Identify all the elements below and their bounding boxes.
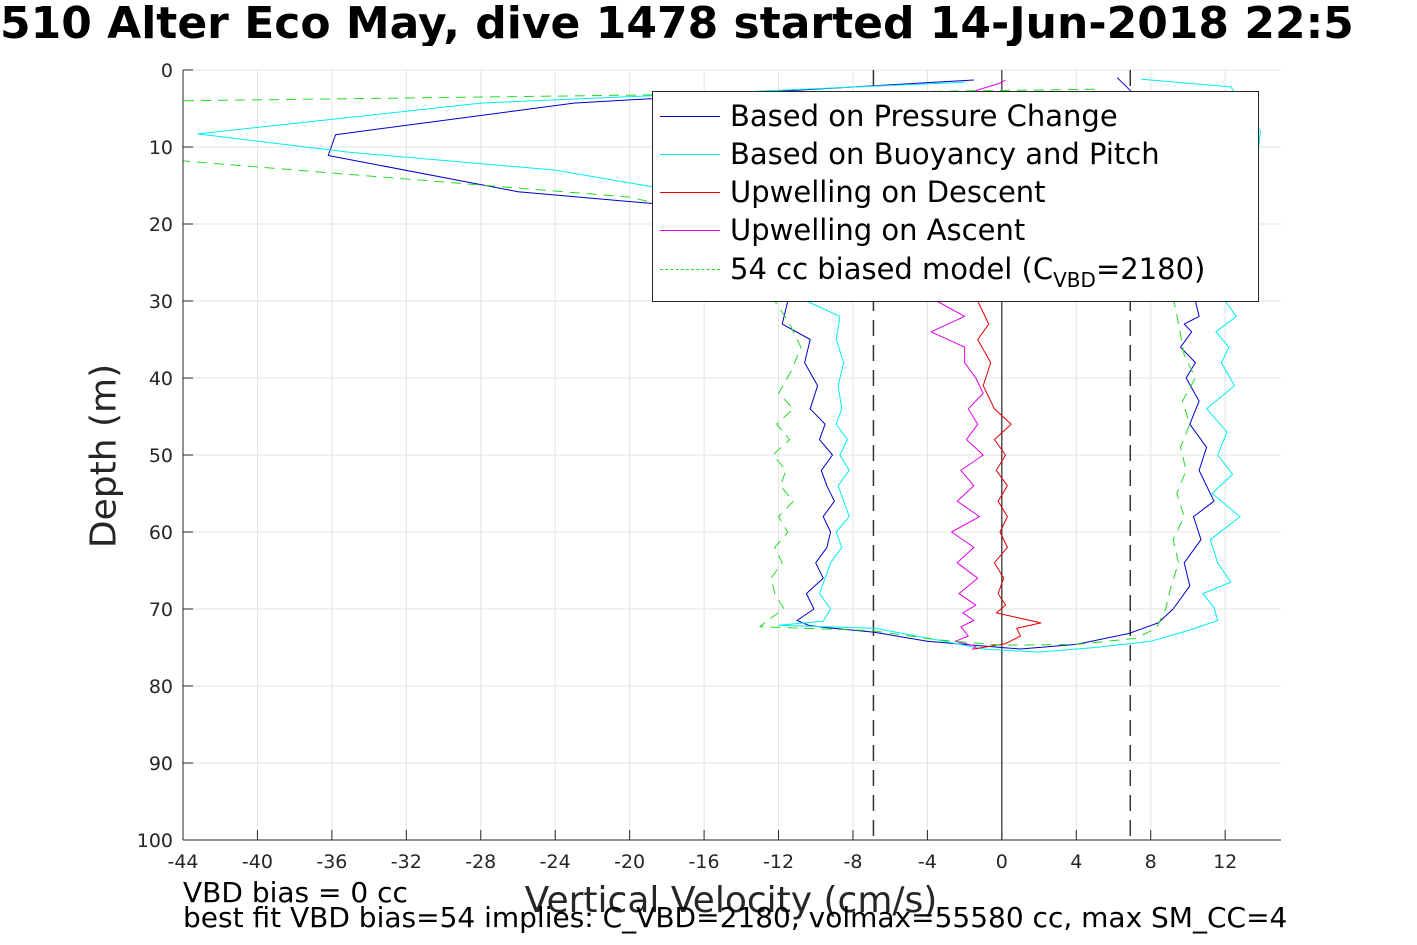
y-tick-label: 10 [149, 137, 173, 159]
series-line-descent [973, 300, 1042, 650]
y-tick-label: 100 [137, 830, 173, 852]
legend-label-descent: Upwelling on Descent [730, 175, 1046, 209]
x-tick-label: -16 [689, 851, 720, 873]
x-tick-label: -44 [167, 851, 198, 873]
y-tick-label: 70 [149, 599, 173, 621]
series-line-ascent [930, 79, 1006, 651]
x-tick-label: 8 [1145, 851, 1157, 873]
legend-model-prefix: 54 cc biased model (C [730, 252, 1054, 286]
x-axis-label: Vertical Velocity (cm/s) [524, 880, 938, 921]
best-fit-note: best fit VBD bias=54 implies: C_VBD=2180… [183, 901, 1288, 934]
legend-label-model: 54 cc biased model (CVBD=2180) [730, 252, 1206, 292]
legend-entry-pressure: Based on Pressure Change [653, 98, 1258, 136]
y-tick-label: 50 [149, 445, 173, 467]
x-tick-label: -36 [316, 851, 347, 873]
legend-swatch-model [660, 269, 720, 270]
x-tick-label: 0 [996, 851, 1008, 873]
y-tick-label: 80 [149, 676, 173, 698]
legend-label-pressure: Based on Pressure Change [730, 99, 1118, 133]
y-tick-label: 40 [149, 368, 173, 390]
legend-model-subscript: VBD [1053, 268, 1096, 292]
x-tick-label: -8 [843, 851, 862, 873]
legend-entry-model: 54 cc biased model (CVBD=2180) [653, 251, 1258, 292]
legend-label-ascent: Upwelling on Ascent [730, 213, 1026, 247]
y-axis-label: Depth (m) [83, 363, 125, 549]
y-tick-label: 90 [149, 753, 173, 775]
legend-entry-descent: Upwelling on Descent [653, 174, 1258, 212]
x-tick-label: 12 [1213, 851, 1237, 873]
x-tick-label: -4 [918, 851, 937, 873]
y-tick-label: 60 [149, 522, 173, 544]
legend: Based on Pressure Change Based on Buoyan… [652, 91, 1259, 302]
data-series [182, 77, 1261, 653]
axes-box [182, 69, 1281, 841]
x-tick-label: -28 [465, 851, 496, 873]
legend-model-suffix: =2180) [1095, 252, 1206, 286]
legend-entry-buoyancy: Based on Buoyancy and Pitch [653, 136, 1258, 174]
vbd-bias-note: VBD bias = 0 cc [183, 876, 408, 909]
legend-swatch-descent [660, 192, 720, 193]
y-tick-label: 20 [149, 214, 173, 236]
y-tick-label: 0 [161, 60, 173, 82]
x-tick-label: -20 [614, 851, 645, 873]
series-line-model [182, 88, 1196, 646]
x-tick-label: -24 [540, 851, 571, 873]
legend-label-buoyancy: Based on Buoyancy and Pitch [730, 137, 1160, 171]
legend-swatch-ascent [660, 230, 720, 231]
legend-swatch-pressure [660, 116, 720, 117]
x-tick-label: -40 [242, 851, 273, 873]
x-tick-label: 4 [1070, 851, 1082, 873]
series-line-buoyancy [197, 78, 1261, 653]
x-tick-label: -32 [391, 851, 422, 873]
chart-title: 510 Alter Eco May, dive 1478 started 14-… [0, 2, 1354, 46]
legend-swatch-buoyancy [660, 154, 720, 155]
x-tick-label: -12 [763, 851, 794, 873]
y-tick-label: 30 [149, 291, 173, 313]
legend-entry-ascent: Upwelling on Ascent [653, 212, 1258, 250]
tick-labels: -44 -40 -36 -32 -28 -24 -20 -16 -12 -8 -4 0 4 8 120102… [137, 60, 1238, 873]
